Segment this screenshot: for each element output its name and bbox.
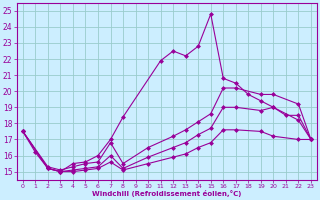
X-axis label: Windchill (Refroidissement éolien,°C): Windchill (Refroidissement éolien,°C) <box>92 190 242 197</box>
